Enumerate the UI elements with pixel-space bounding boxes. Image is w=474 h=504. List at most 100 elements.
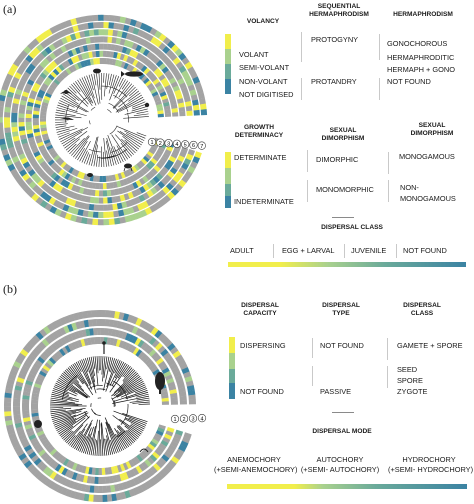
heatmap-cell: [11, 126, 18, 133]
heatmap-cell: [13, 402, 21, 407]
heatmap-cell: [166, 145, 174, 152]
heatmap-cell: [20, 348, 29, 357]
heatmap-cell: [160, 54, 169, 63]
heatmap-cell: [33, 176, 42, 184]
heatmap-cell: [138, 54, 146, 63]
heatmap-cell: [6, 141, 14, 149]
volancy-swatch-blue: [225, 79, 231, 94]
seq-herm-item: PROTANDRY: [311, 77, 357, 86]
volancy-item: NON-VOLANT: [239, 77, 288, 86]
heatmap-cell: [156, 71, 164, 78]
heatmap-cell: [4, 406, 12, 412]
heatmap-cell: [26, 132, 34, 139]
tree-branch: [111, 372, 138, 397]
heatmap-cell: [80, 60, 86, 68]
tree-arc: [100, 148, 128, 159]
heatmap-cell: [98, 190, 104, 197]
heatmap-cell: [33, 443, 42, 451]
heatmap-cell: [184, 375, 193, 383]
heatmap-cell: [150, 75, 158, 83]
heatmap-cell: [111, 493, 117, 502]
heatmap-cell: [83, 319, 90, 328]
heatmap-cell: [92, 319, 98, 327]
heatmap-cell: [40, 182, 49, 191]
heatmap-cell: [11, 107, 18, 114]
heatmap-cell: [71, 184, 78, 192]
heatmap-cell: [45, 457, 54, 465]
heatmap-cell: [21, 441, 31, 449]
tree-branch: [88, 357, 96, 383]
heatmap-cell: [164, 58, 172, 66]
heatmap-cell: [122, 462, 129, 471]
heatmap-cell: [92, 14, 99, 22]
heatmap-cell: [49, 149, 57, 156]
heatmap-cell: [107, 36, 113, 44]
heatmap-cell: [112, 338, 118, 347]
heatmap-cell: [37, 356, 46, 364]
heatmap-cell: [131, 336, 139, 345]
heatmap-cell: [58, 168, 65, 176]
heatmap-cell: [172, 350, 182, 359]
heatmap-cell: [132, 181, 139, 190]
heatmap-cell: [152, 368, 161, 376]
tree-branch: [125, 418, 145, 430]
heatmap-cell: [197, 92, 205, 100]
ring-number-label: 6: [192, 143, 195, 149]
heatmap-cell: [142, 155, 150, 163]
tree-branch: [118, 425, 136, 443]
heatmap-cell: [154, 48, 162, 57]
heatmap-cell: [82, 310, 88, 319]
tree-branch: [77, 147, 86, 161]
tree-branch: [51, 410, 82, 421]
heatmap-cell: [137, 339, 145, 348]
tree-branch: [81, 150, 88, 163]
heatmap-cell: [154, 152, 162, 159]
heatmap-cell: [162, 81, 170, 88]
tree-branch: [116, 94, 142, 111]
heatmap-cell: [24, 383, 32, 390]
tree-branch: [101, 356, 104, 375]
heatmap-cell: [25, 82, 33, 90]
heatmap-cell: [16, 54, 25, 63]
heatmap-cell: [146, 468, 155, 477]
heatmap-cell: [15, 88, 23, 96]
heatmap-cell: [26, 189, 36, 198]
heatmap-cell: [177, 358, 186, 367]
heatmap-cell: [28, 180, 37, 189]
heatmap-cell: [106, 182, 111, 190]
heatmap-cell: [43, 153, 51, 161]
tree-arc: [120, 403, 129, 425]
heatmap-cell: [146, 456, 155, 465]
heatmap-cell: [135, 44, 143, 52]
heatmap-cell: [131, 166, 138, 173]
tree-branch: [79, 140, 91, 162]
heatmap-cell: [149, 440, 158, 448]
heatmap-cell: [146, 181, 154, 189]
heatmap-cell: [38, 449, 46, 457]
heatmap-cell: [150, 366, 159, 373]
heatmap-cell: [64, 189, 71, 197]
heatmap-cell: [107, 328, 113, 336]
heatmap-cell: [62, 69, 70, 77]
heatmap-cell: [28, 451, 37, 460]
heatmap-cell: [61, 467, 68, 476]
heatmap-cell: [150, 327, 159, 336]
heatmap-cell: [65, 34, 73, 43]
heatmap-cell: [32, 114, 40, 119]
heatmap-cell: [145, 59, 153, 67]
tree-branch: [69, 137, 85, 155]
heatmap-cell: [50, 171, 58, 180]
tree-branch: [121, 138, 136, 154]
heatmap-cell: [42, 57, 50, 66]
tree-arc: [89, 120, 91, 125]
heatmap-cell: [145, 80, 152, 87]
heatmap-cell: [60, 71, 67, 79]
heatmap-cell: [133, 164, 140, 172]
heatmap-cell: [148, 337, 157, 346]
heatmap-cell: [170, 44, 180, 53]
heatmap-cell: [27, 136, 35, 143]
heatmap-cell: [173, 452, 182, 461]
tree-branch: [83, 433, 91, 454]
heatmap-cell: [150, 187, 158, 195]
heatmap-cell: [145, 445, 153, 453]
